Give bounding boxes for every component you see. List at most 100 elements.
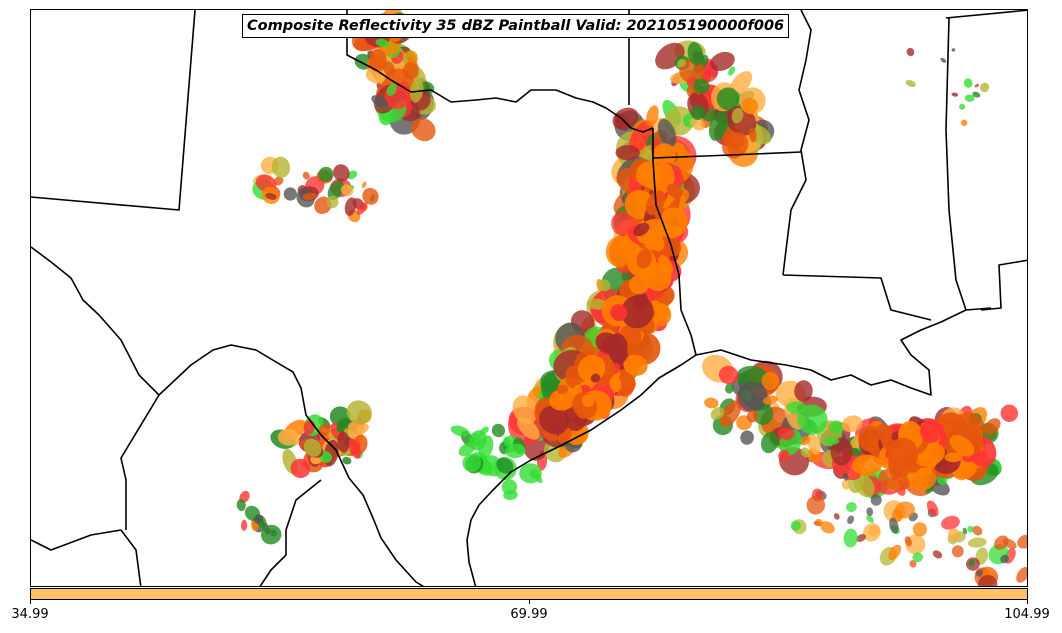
reflectivity-blob — [716, 87, 740, 111]
mexico-inner — [31, 529, 142, 586]
reflectivity-blob — [652, 143, 676, 168]
reflectivity-blob — [718, 365, 739, 385]
reflectivity-blob — [337, 431, 350, 453]
reflectivity-blob — [800, 447, 811, 458]
reflectivity-blob — [329, 406, 351, 427]
colorbar — [30, 588, 1028, 600]
reflectivity-blob — [610, 304, 628, 322]
reflectivity-blob — [1002, 538, 1017, 549]
reflectivity-blob — [302, 171, 310, 180]
reflectivity-blob — [842, 473, 849, 481]
reflectivity-blob — [327, 180, 345, 201]
reflectivity-blob — [815, 518, 823, 527]
reflectivity-blob — [951, 545, 964, 558]
reflectivity-blob — [646, 105, 659, 127]
reflectivity-blob — [607, 345, 618, 356]
reflectivity-blob — [704, 397, 719, 409]
reflectivity-blob — [710, 51, 735, 71]
louisiana-coast — [695, 307, 992, 396]
reflectivity-blob — [742, 97, 759, 115]
reflectivity-blob — [348, 438, 361, 459]
reflectivity-blob — [326, 195, 339, 209]
map-title: Composite Reflectivity 35 dBZ Paintball … — [242, 14, 790, 38]
reflectivity-blob — [941, 515, 960, 530]
reflectivity-blob — [972, 525, 983, 536]
reflectivity-blob — [340, 184, 354, 197]
reflectivity-blob — [666, 183, 683, 199]
colorbar-tick-max — [1027, 600, 1028, 604]
reflectivity-blob — [519, 463, 542, 484]
reflectivity-blob — [794, 380, 813, 402]
reflectivity-blob — [458, 442, 476, 456]
reflectivity-blob — [868, 525, 880, 537]
reflectivity-blob — [887, 437, 919, 472]
reflectivity-blob — [240, 519, 248, 531]
reflectivity-blob — [556, 384, 569, 394]
reflectivity-blob — [277, 428, 300, 446]
reflectivity-blob — [790, 520, 801, 531]
reflectivity-blob — [512, 395, 538, 425]
reflectivity-blob — [346, 400, 372, 425]
reflectivity-blob — [959, 103, 966, 110]
reflectivity-blob — [462, 453, 482, 472]
reflectivity-blob — [375, 38, 390, 48]
reflectivity-blob — [1017, 534, 1027, 549]
reflectivity-blob — [984, 418, 1001, 435]
reflectivity-blob — [851, 454, 883, 476]
reflectivity-blob — [362, 187, 379, 205]
reflectivity-blob — [894, 501, 915, 519]
reflectivity-blob — [959, 461, 973, 475]
reflectivity-blob — [633, 222, 650, 237]
reflectivity-blob — [962, 527, 968, 535]
tx-la-border — [652, 128, 697, 356]
reflectivity-blob — [830, 437, 853, 466]
reflectivity-blob — [336, 423, 346, 433]
reflectivity-blob — [616, 371, 636, 397]
reflectivity-blob — [273, 176, 284, 186]
mexico-state — [120, 394, 160, 530]
reflectivity-blob — [598, 279, 611, 292]
reflectivity-blob — [737, 381, 768, 412]
reflectivity-blob — [866, 515, 874, 523]
reflectivity-blob — [689, 117, 706, 131]
reflectivity-blob — [283, 187, 297, 201]
reflectivity-blob — [746, 410, 759, 423]
reflectivity-blob — [904, 536, 912, 547]
colorbar-label-mid: 69.99 — [510, 607, 548, 622]
reflectivity-blob — [799, 436, 811, 446]
reflectivity-blob — [963, 78, 973, 88]
reflectivity-blob — [926, 500, 939, 517]
reflectivity-blob — [265, 192, 277, 200]
reflectivity-blob — [615, 145, 640, 161]
reflectivity-blob — [386, 83, 397, 96]
reflectivity-blob — [972, 91, 981, 98]
reflectivity-blob — [731, 108, 744, 124]
al-ga-border — [945, 10, 1027, 19]
reflectivity-blob — [833, 513, 840, 520]
reflectivity-blob — [409, 78, 424, 103]
reflectivity-blob — [846, 501, 857, 513]
reflectivity-blob — [807, 433, 821, 455]
red-river-border — [346, 10, 654, 133]
colorbar-label-min: 34.99 — [11, 607, 49, 622]
state-borders — [31, 10, 1027, 586]
reflectivity-blob — [496, 457, 514, 474]
ar-la-border — [652, 151, 802, 159]
reflectivity-blob — [856, 534, 866, 542]
reflectivity-blob — [450, 425, 470, 437]
colorbar-tick-min — [30, 600, 31, 604]
reflectivity-blob — [614, 113, 630, 131]
reflectivity-blob — [968, 559, 975, 567]
reflectivity-blob — [365, 67, 386, 84]
reflectivity-blob — [719, 400, 742, 428]
reflectivity-blob — [889, 517, 899, 534]
reflectivity-blob — [847, 515, 855, 525]
reflectivity-blob — [762, 395, 779, 405]
reflectivity-blob — [841, 415, 863, 433]
reflectivity-blob — [629, 274, 649, 295]
reflectivity-blob — [866, 507, 874, 517]
reflectivity-blob — [951, 92, 959, 97]
reflectivity-blob — [693, 78, 710, 94]
reflectivity-blob — [1016, 566, 1027, 583]
reflectivity-blob — [303, 438, 322, 457]
